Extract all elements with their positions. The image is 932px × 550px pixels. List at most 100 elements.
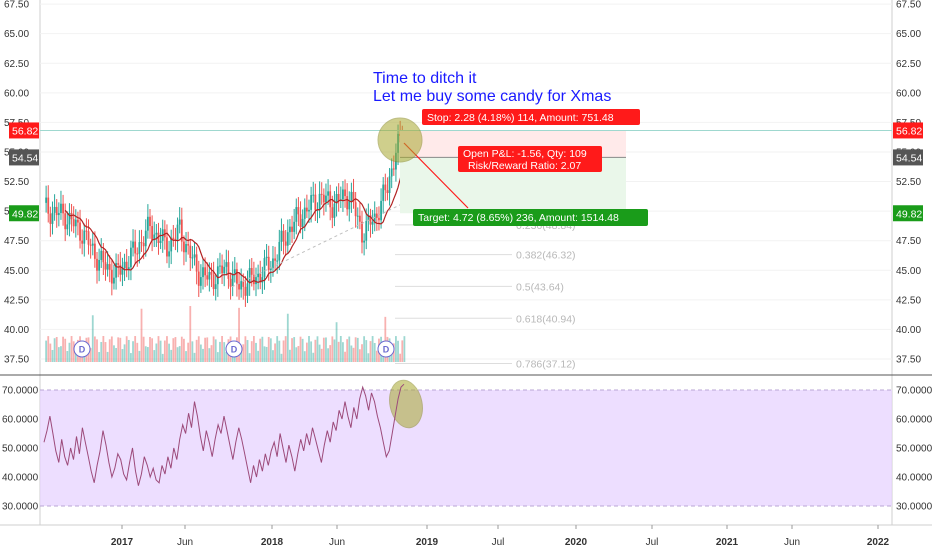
volume-bar bbox=[146, 347, 149, 362]
rsi-band bbox=[40, 390, 892, 506]
candle-body bbox=[380, 200, 382, 221]
candle-body bbox=[187, 244, 190, 246]
volume-bar bbox=[257, 350, 260, 362]
volume-bar bbox=[166, 336, 168, 362]
candle-body bbox=[231, 273, 234, 287]
candle-body bbox=[325, 195, 327, 203]
volume-bar bbox=[66, 351, 69, 362]
volume-bar bbox=[113, 345, 115, 362]
candle-body bbox=[113, 277, 115, 284]
candle-body bbox=[138, 242, 141, 254]
volume-bar bbox=[316, 336, 319, 362]
volume-bar bbox=[261, 336, 264, 362]
price-label-right-box bbox=[893, 149, 923, 166]
candle-body bbox=[144, 230, 147, 247]
volume-bar bbox=[322, 337, 325, 362]
volume-bar bbox=[125, 336, 128, 362]
volume-bar bbox=[62, 336, 64, 362]
candle-body bbox=[202, 267, 204, 278]
volume-bar bbox=[252, 336, 255, 362]
volume-bar bbox=[329, 345, 332, 362]
dividend-marker-label: D bbox=[231, 345, 238, 355]
dividend-marker bbox=[377, 340, 395, 358]
volume-bar bbox=[195, 339, 198, 362]
volume-bar bbox=[350, 345, 353, 362]
rsi-y-tick-left: 70.0000 bbox=[2, 386, 39, 397]
candle-body bbox=[136, 253, 139, 255]
volume-bar bbox=[356, 337, 359, 362]
candle-body bbox=[159, 240, 162, 244]
volume-bar bbox=[278, 340, 281, 362]
volume-bar bbox=[352, 347, 355, 362]
volume-bar bbox=[174, 337, 177, 362]
candle-body bbox=[293, 221, 296, 232]
volume-bar bbox=[282, 340, 285, 362]
volume-bar bbox=[163, 340, 166, 362]
candle-body bbox=[305, 207, 308, 212]
candle-body bbox=[269, 268, 272, 271]
candle-body bbox=[331, 207, 334, 218]
volume-bar bbox=[363, 336, 366, 362]
volume-bar bbox=[115, 348, 117, 362]
candle-body bbox=[214, 284, 217, 290]
rsi-y-tick-left: 60.0000 bbox=[2, 415, 39, 426]
volume-bar bbox=[365, 340, 368, 362]
highlight-ellipse bbox=[377, 117, 423, 163]
volume-bar bbox=[269, 338, 272, 362]
volume-bar bbox=[337, 341, 340, 362]
y-tick-right: 65.00 bbox=[896, 29, 921, 40]
candle-body bbox=[225, 262, 228, 267]
candle-body bbox=[66, 224, 69, 230]
volume-bar bbox=[289, 349, 291, 362]
fib-level-label: 0.382(46.32) bbox=[516, 250, 576, 262]
candle-body bbox=[130, 247, 132, 268]
x-tick-label: 2022 bbox=[867, 537, 890, 548]
candle-body bbox=[276, 260, 279, 262]
candle-body bbox=[180, 219, 183, 242]
candle-body bbox=[47, 197, 50, 214]
volume-bar bbox=[151, 338, 154, 362]
volume-bar bbox=[344, 351, 346, 362]
volume-bar bbox=[138, 350, 141, 362]
volume-bar bbox=[98, 352, 101, 362]
candle-body bbox=[250, 267, 253, 275]
candle-body bbox=[153, 234, 156, 240]
candle-body bbox=[278, 241, 281, 261]
candle-body bbox=[77, 219, 79, 223]
volume-bar bbox=[265, 346, 268, 362]
candle-body bbox=[178, 219, 181, 225]
volume-bar bbox=[286, 313, 289, 362]
y-tick-right: 45.00 bbox=[896, 266, 921, 277]
volume-bar bbox=[197, 336, 200, 362]
candle-body bbox=[378, 217, 380, 221]
volume-bar bbox=[318, 344, 321, 362]
volume-bar bbox=[397, 340, 399, 362]
candle-body bbox=[320, 193, 323, 195]
candle-body bbox=[191, 257, 194, 259]
volume-bar bbox=[210, 345, 213, 362]
candle-body bbox=[221, 265, 223, 274]
candle-body bbox=[125, 261, 128, 270]
volume-bar bbox=[136, 342, 139, 362]
candle-body bbox=[62, 203, 64, 214]
candle-body bbox=[229, 278, 232, 287]
candle-body bbox=[102, 250, 105, 263]
x-tick-label: 2017 bbox=[111, 537, 134, 548]
candle-body bbox=[261, 277, 264, 283]
volume-bar bbox=[308, 336, 310, 362]
volume-bar bbox=[189, 306, 192, 362]
y-tick-left: 45.00 bbox=[4, 266, 29, 277]
open-label-line1: Open P&L: -1.56, Qty: 109 bbox=[463, 148, 587, 160]
candle-body bbox=[365, 220, 368, 241]
candle-body bbox=[134, 241, 137, 254]
candle-body bbox=[392, 168, 395, 170]
y-tick-left: 42.50 bbox=[4, 295, 29, 306]
x-tick-label: Jul bbox=[646, 537, 659, 548]
volume-bar bbox=[47, 336, 50, 362]
volume-bar bbox=[250, 341, 253, 362]
candle-body bbox=[236, 269, 238, 284]
y-tick-right: 60.00 bbox=[896, 88, 921, 99]
stop-label-box bbox=[422, 109, 640, 125]
volume-bar bbox=[93, 336, 96, 362]
y-tick-left: 67.50 bbox=[4, 0, 29, 11]
